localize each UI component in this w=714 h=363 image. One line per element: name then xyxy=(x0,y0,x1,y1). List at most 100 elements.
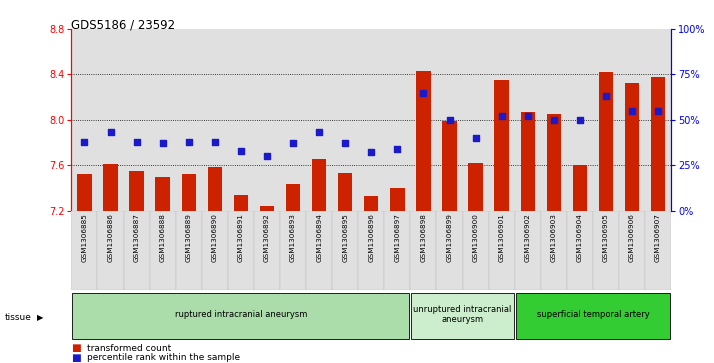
Text: GSM1306902: GSM1306902 xyxy=(525,213,531,262)
Bar xyxy=(286,184,300,211)
FancyBboxPatch shape xyxy=(150,211,176,290)
Point xyxy=(339,140,351,146)
FancyBboxPatch shape xyxy=(567,211,593,290)
Text: GSM1306888: GSM1306888 xyxy=(160,213,166,262)
Text: GSM1306901: GSM1306901 xyxy=(498,213,505,262)
Point xyxy=(261,153,273,159)
Bar xyxy=(547,114,561,211)
Text: GSM1306907: GSM1306907 xyxy=(655,213,661,262)
FancyBboxPatch shape xyxy=(306,211,332,290)
Point xyxy=(600,93,612,99)
Text: ■: ■ xyxy=(71,343,81,354)
Point xyxy=(235,148,246,154)
FancyBboxPatch shape xyxy=(384,211,411,290)
Text: GSM1306893: GSM1306893 xyxy=(290,213,296,262)
Point xyxy=(418,90,429,95)
Text: GSM1306885: GSM1306885 xyxy=(81,213,87,262)
FancyBboxPatch shape xyxy=(254,211,280,290)
FancyBboxPatch shape xyxy=(436,211,463,290)
Text: GSM1306894: GSM1306894 xyxy=(316,213,322,262)
FancyBboxPatch shape xyxy=(488,211,515,290)
Text: GSM1306905: GSM1306905 xyxy=(603,213,609,262)
Text: GSM1306899: GSM1306899 xyxy=(446,213,453,262)
Text: ruptured intracranial aneurysm: ruptured intracranial aneurysm xyxy=(175,310,307,319)
Bar xyxy=(625,83,639,211)
Point xyxy=(79,139,90,144)
Bar xyxy=(651,77,665,211)
Text: unruptured intracranial
aneurysm: unruptured intracranial aneurysm xyxy=(413,305,512,325)
Text: GSM1306891: GSM1306891 xyxy=(238,213,244,262)
Text: transformed count: transformed count xyxy=(87,344,171,353)
Bar xyxy=(233,195,248,211)
FancyBboxPatch shape xyxy=(228,211,254,290)
FancyBboxPatch shape xyxy=(176,211,202,290)
Point xyxy=(392,146,403,152)
Point xyxy=(470,135,481,141)
FancyBboxPatch shape xyxy=(645,211,671,290)
Text: GSM1306886: GSM1306886 xyxy=(108,213,114,262)
Bar xyxy=(156,176,170,211)
Bar xyxy=(104,164,118,211)
Text: ▶: ▶ xyxy=(37,313,44,322)
Point xyxy=(209,139,221,144)
Bar xyxy=(573,165,587,211)
Bar xyxy=(443,121,457,211)
Point xyxy=(131,139,142,144)
Point xyxy=(287,140,298,146)
FancyBboxPatch shape xyxy=(358,211,384,290)
Text: GSM1306895: GSM1306895 xyxy=(342,213,348,262)
Point xyxy=(157,140,169,146)
Bar xyxy=(364,196,378,211)
Text: GSM1306896: GSM1306896 xyxy=(368,213,374,262)
FancyBboxPatch shape xyxy=(72,293,409,339)
Text: GSM1306890: GSM1306890 xyxy=(212,213,218,262)
Text: GSM1306889: GSM1306889 xyxy=(186,213,192,262)
Bar xyxy=(416,71,431,211)
FancyBboxPatch shape xyxy=(463,211,488,290)
FancyBboxPatch shape xyxy=(71,211,98,290)
Bar xyxy=(260,206,274,211)
Point xyxy=(444,117,456,123)
Text: superficial temporal artery: superficial temporal artery xyxy=(536,310,649,319)
Text: GSM1306900: GSM1306900 xyxy=(473,213,478,262)
FancyBboxPatch shape xyxy=(202,211,228,290)
Text: GSM1306903: GSM1306903 xyxy=(550,213,557,262)
Text: GSM1306892: GSM1306892 xyxy=(264,213,270,262)
Point xyxy=(313,130,325,135)
Point xyxy=(183,139,194,144)
Bar xyxy=(208,167,222,211)
FancyBboxPatch shape xyxy=(515,211,540,290)
FancyBboxPatch shape xyxy=(540,211,567,290)
Text: GSM1306904: GSM1306904 xyxy=(577,213,583,262)
Bar xyxy=(521,112,535,211)
Point xyxy=(522,113,533,119)
Text: ■: ■ xyxy=(71,352,81,363)
Point xyxy=(626,108,638,114)
Point xyxy=(574,117,585,123)
FancyBboxPatch shape xyxy=(593,211,619,290)
Bar xyxy=(495,80,509,211)
FancyBboxPatch shape xyxy=(411,211,436,290)
Bar xyxy=(129,171,144,211)
Bar xyxy=(338,173,353,211)
Text: tissue: tissue xyxy=(4,313,31,322)
Point xyxy=(366,150,377,155)
Point xyxy=(548,117,560,123)
Bar xyxy=(77,174,91,211)
Bar xyxy=(312,159,326,211)
Text: GSM1306887: GSM1306887 xyxy=(134,213,140,262)
FancyBboxPatch shape xyxy=(280,211,306,290)
Bar xyxy=(181,174,196,211)
Point xyxy=(653,108,664,114)
FancyBboxPatch shape xyxy=(516,293,670,339)
Text: GDS5186 / 23592: GDS5186 / 23592 xyxy=(71,18,176,31)
Text: percentile rank within the sample: percentile rank within the sample xyxy=(87,353,240,362)
FancyBboxPatch shape xyxy=(411,293,513,339)
FancyBboxPatch shape xyxy=(124,211,150,290)
Point xyxy=(496,113,508,119)
FancyBboxPatch shape xyxy=(98,211,124,290)
Point xyxy=(105,130,116,135)
FancyBboxPatch shape xyxy=(619,211,645,290)
Text: GSM1306898: GSM1306898 xyxy=(421,213,426,262)
Text: GSM1306906: GSM1306906 xyxy=(629,213,635,262)
